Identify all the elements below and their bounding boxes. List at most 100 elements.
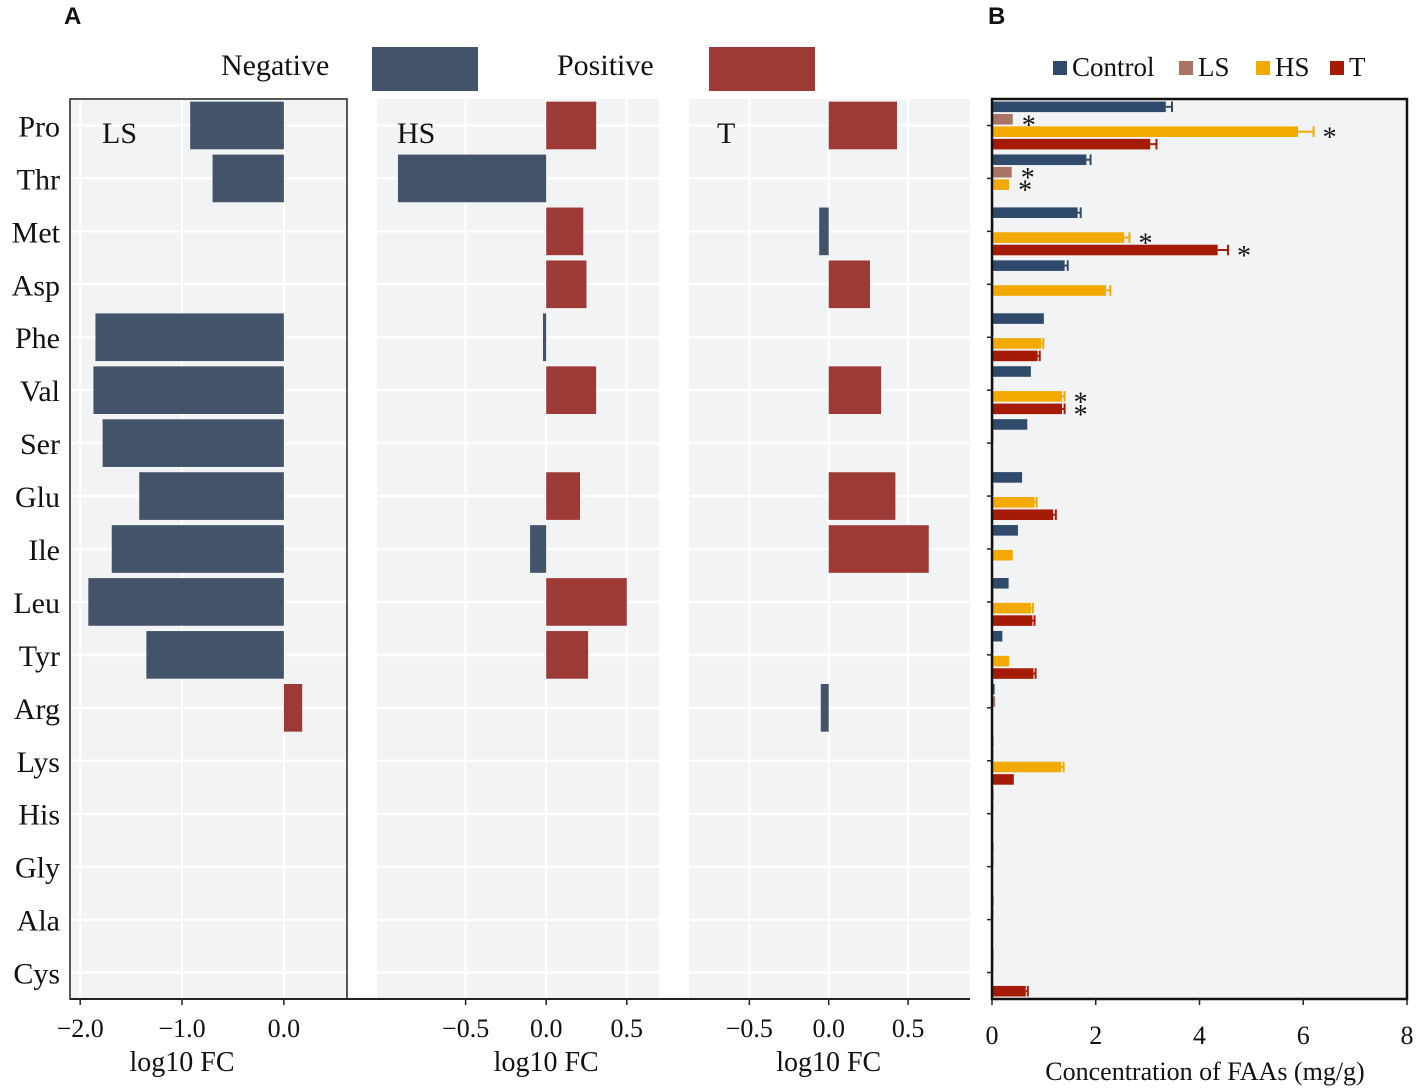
x-tick-label: −0.5 (726, 1014, 773, 1043)
bar-hs-leu (992, 602, 1031, 614)
bar-control-thr (992, 154, 1087, 166)
category-label-val: Val (20, 375, 60, 408)
bar-t-met (819, 207, 829, 256)
x-tick-label: 0.0 (530, 1014, 563, 1043)
bar-t-glu (828, 472, 896, 520)
bar-control-tyr (992, 630, 1003, 642)
bar-control-phe (992, 313, 1044, 324)
x-axis-label: log10 FC (494, 1047, 599, 1078)
panel-a-label: A (64, 3, 81, 30)
legend-swatch-positive (709, 47, 815, 91)
significance-star: * (1138, 229, 1152, 260)
bar-hs-ile (992, 549, 1013, 561)
legend-label-ls: LS (1198, 52, 1230, 82)
x-tick-label: 0.0 (268, 1014, 301, 1043)
bar-t-tyr (992, 668, 1034, 679)
bar-hs-lys (992, 761, 1061, 773)
bar-ls-tyr (146, 631, 284, 679)
category-label-pro: Pro (18, 110, 60, 143)
bar-ls-phe (95, 313, 284, 362)
panel-b-label: B (988, 3, 1005, 30)
bar-hs-phe (542, 313, 547, 362)
x-axis-label: Concentration of FAAs (mg/g) (1045, 1057, 1364, 1086)
x-tick-label: 6 (1297, 1021, 1310, 1050)
bar-t-leu (992, 615, 1033, 626)
panel-a: Negative Positive LS −2.0 −1.0 0.0 log10 FC HS −… (12, 47, 970, 1078)
x-tick-label: 0.5 (892, 1014, 925, 1043)
bar-hs-met (992, 232, 1125, 243)
bar-control-ile (992, 525, 1018, 536)
bar-t-phe (992, 350, 1038, 362)
bar-control-met (992, 207, 1078, 218)
bar-ls-val (93, 366, 284, 414)
significance-star: * (1074, 387, 1088, 418)
legend-swatch-control (1053, 61, 1067, 75)
category-label-leu: Leu (13, 587, 60, 620)
significance-star: * (1074, 400, 1088, 431)
bar-hs-phe (992, 338, 1042, 349)
bar-control-glu (992, 472, 1023, 483)
x-tick-label: 0 (986, 1021, 999, 1050)
bar-hs-asp (992, 285, 1107, 296)
facet-t: T −0.5 0.0 0.5 log10 FC (689, 99, 970, 1078)
x-tick-label: −0.5 (442, 1014, 489, 1043)
facet-label: LS (102, 117, 137, 150)
significance-star: * (1021, 163, 1035, 194)
bar-t-pro (828, 101, 897, 150)
bar-ls-ser (102, 419, 284, 467)
bar-hs-leu (546, 578, 627, 626)
category-label-his: His (18, 799, 60, 832)
category-label-cys: Cys (13, 958, 60, 991)
bar-hs-met (546, 207, 584, 256)
bar-control-val (992, 366, 1031, 377)
category-label-ala: Ala (17, 905, 60, 938)
x-tick-label: 8 (1401, 1021, 1414, 1050)
bar-ls-pro (992, 113, 1013, 125)
x-tick-label: −2.0 (57, 1014, 104, 1043)
category-label-tyr: Tyr (19, 640, 60, 673)
bar-t-glu (992, 509, 1054, 521)
bar-t-lys (992, 774, 1014, 785)
category-label-gly: Gly (15, 852, 60, 885)
bar-control-asp (992, 260, 1065, 271)
legend-label-negative: Negative (221, 49, 329, 82)
bar-t-val (992, 403, 1063, 415)
category-label-asp: Asp (12, 269, 60, 302)
facet-hs: HS −0.5 0.0 0.5 log10 FC (377, 99, 659, 1078)
bar-hs-tyr (992, 655, 1010, 667)
bar-control-pro (992, 101, 1166, 113)
facet-label: HS (397, 117, 435, 150)
bar-ls-thr (212, 154, 284, 203)
bar-hs-ile (530, 525, 547, 573)
bar-t-ile (828, 525, 929, 573)
category-label-lys: Lys (17, 746, 60, 779)
bar-ls-arg (283, 684, 303, 732)
x-axis-label: log10 FC (776, 1047, 881, 1078)
bar-t-met (992, 244, 1218, 256)
category-label-arg: Arg (14, 693, 60, 726)
facet-ls: LS −2.0 −1.0 0.0 log10 FC (57, 99, 347, 1078)
bar-hs-glu (992, 496, 1035, 508)
category-label-phe: Phe (15, 322, 60, 355)
significance-star: * (1018, 176, 1032, 207)
bar-t-cys (992, 985, 1026, 997)
x-tick-label: 0.0 (812, 1014, 845, 1043)
bar-hs-tyr (546, 631, 589, 679)
legend-label-control: Control (1072, 52, 1155, 82)
bar-t-val (828, 366, 882, 414)
bar-hs-asp (546, 260, 587, 309)
category-label-ile: Ile (28, 534, 60, 567)
bar-ls-thr (992, 166, 1012, 178)
bar-hs-pro (992, 126, 1299, 137)
legend-swatch-negative (372, 47, 478, 91)
bar-ls-pro (190, 101, 284, 150)
bar-control-arg (992, 683, 995, 695)
legend-swatch-hs (1256, 61, 1270, 75)
legend-label-hs: HS (1275, 52, 1310, 82)
bar-t-asp (828, 260, 870, 309)
facet-label: T (717, 117, 735, 150)
bar-control-ser (992, 419, 1028, 430)
x-tick-label: −1.0 (158, 1014, 205, 1043)
bar-control-leu (992, 577, 1009, 589)
